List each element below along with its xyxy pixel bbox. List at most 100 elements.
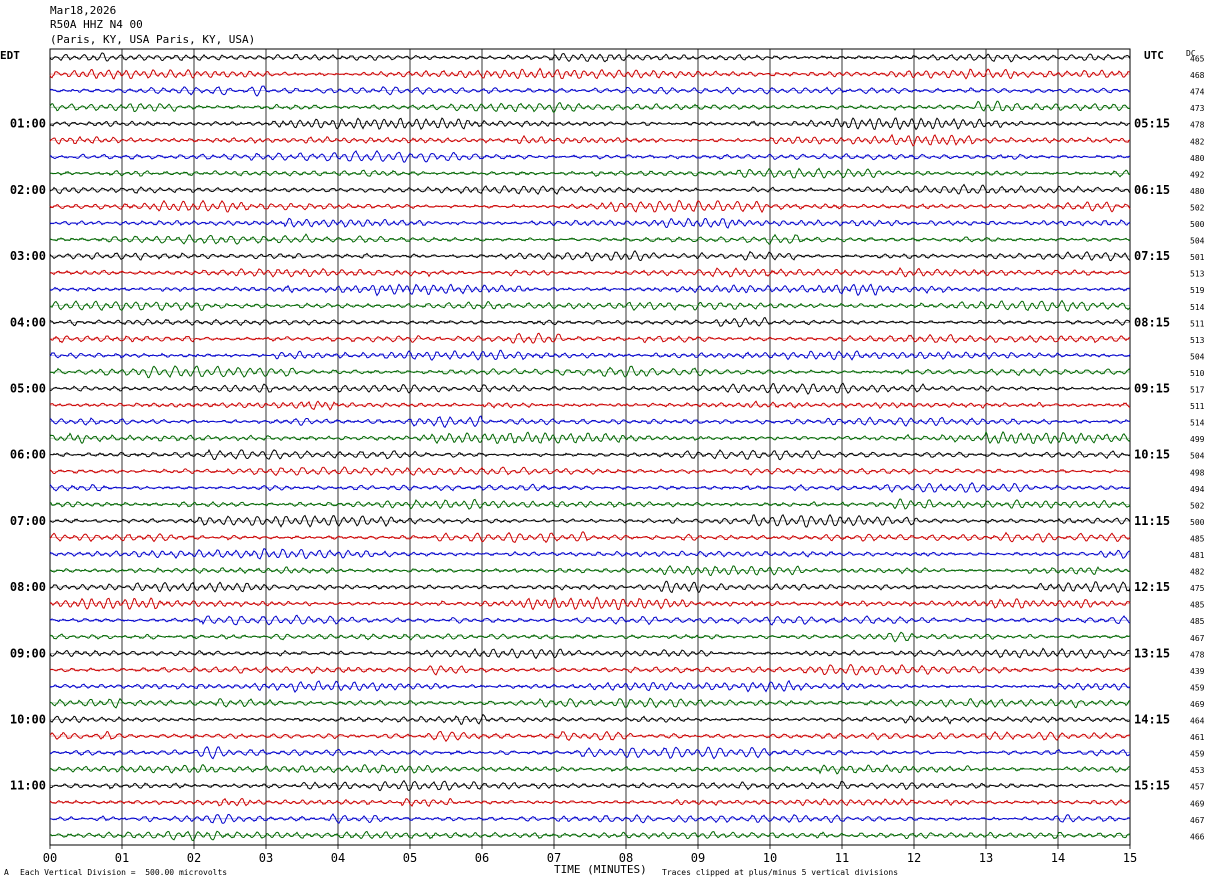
seismic-trace (49, 52, 1131, 63)
seismic-trace (49, 813, 1131, 824)
dc-offset-label: 511 (1190, 402, 1205, 411)
dc-offset-label: 457 (1190, 783, 1205, 792)
seismic-trace (49, 217, 1131, 229)
seismic-trace (49, 299, 1131, 313)
dc-offset-label: 519 (1190, 286, 1205, 295)
dc-offset-labels: 465 468 474 473 478 482 480 492 480 502 500 504 501 5… (1190, 55, 1205, 842)
dc-offset-label: 461 (1190, 733, 1205, 742)
dc-offset-label: 504 (1190, 452, 1205, 461)
dc-offset-label: 517 (1190, 386, 1205, 395)
seismic-trace (49, 415, 1131, 428)
location-label: (Paris, KY, USA Paris, KY, USA) (50, 33, 256, 46)
dc-offset-label: 459 (1190, 683, 1205, 692)
dc-offset-label: 469 (1190, 700, 1205, 709)
dc-offset-label: 504 (1190, 352, 1205, 361)
seismic-trace (49, 631, 1131, 643)
dc-offset-label: 492 (1190, 170, 1205, 179)
seismic-trace (49, 316, 1131, 328)
seismic-trace (49, 85, 1131, 97)
dc-offset-label: 494 (1190, 485, 1205, 494)
seismic-trace (49, 400, 1131, 411)
dc-offset-label: 481 (1190, 551, 1205, 560)
dc-offset-label: 469 (1190, 799, 1205, 808)
right-hour-label: 15:15 (1134, 779, 1170, 793)
x-tick-label: 04 (331, 851, 345, 865)
dc-offset-label: 473 (1190, 104, 1205, 113)
seismic-trace (49, 117, 1131, 131)
right-hour-label: 05:15 (1134, 117, 1170, 131)
right-hour-label: 11:15 (1134, 514, 1170, 528)
dc-offset-label: 466 (1190, 832, 1205, 841)
seismic-trace (49, 233, 1131, 245)
right-hour-labels: 05:15 06:15 07:15 08:15 09:15 10:15 11:15 12:15… (1134, 117, 1170, 793)
left-hour-label: 07:00 (10, 514, 46, 528)
x-tick-label: 15 (1123, 851, 1137, 865)
seismic-trace (49, 498, 1131, 510)
dc-offset-label: 468 (1190, 71, 1205, 80)
seismic-trace (49, 596, 1131, 611)
dc-offset-label: 500 (1190, 518, 1205, 527)
right-hour-label: 14:15 (1134, 713, 1170, 727)
x-tick-label: 07 (547, 851, 561, 865)
left-hour-labels: 01:00 02:00 03:00 04:00 05:00 06:00 07:00 08:00… (10, 117, 46, 793)
seismic-trace (49, 448, 1131, 461)
dc-offset-label: 485 (1190, 617, 1205, 626)
dc-offset-label: 482 (1190, 137, 1205, 146)
grid-lines (49, 48, 1131, 849)
seismic-trace (49, 382, 1131, 395)
left-timezone-label: EDT (0, 49, 20, 62)
seismic-trace (49, 580, 1131, 594)
dc-offset-label: 511 (1190, 319, 1205, 328)
dc-offset-label: 514 (1190, 303, 1205, 312)
seismic-trace (49, 830, 1131, 842)
left-hour-label: 01:00 (10, 117, 46, 131)
dc-offset-label: 485 (1190, 601, 1205, 610)
seismic-trace (49, 167, 1131, 179)
seismic-trace (49, 514, 1131, 528)
seismic-trace (49, 548, 1131, 560)
corner-mark: A (4, 868, 9, 877)
left-hour-label: 08:00 (10, 580, 46, 594)
seismic-trace (49, 730, 1131, 743)
x-tick-label: 09 (691, 851, 705, 865)
x-tick-label: 10 (763, 851, 777, 865)
dc-offset-label: 453 (1190, 766, 1205, 775)
left-hour-label: 10:00 (10, 713, 46, 727)
right-hour-label: 12:15 (1134, 580, 1170, 594)
right-hour-label: 07:15 (1134, 249, 1170, 263)
dc-offset-label: 475 (1190, 584, 1205, 593)
seismic-trace (49, 67, 1131, 80)
seismic-trace (49, 332, 1131, 344)
dc-offset-label: 467 (1190, 816, 1205, 825)
seismic-trace (49, 283, 1131, 297)
dc-offset-label: 465 (1190, 55, 1205, 64)
right-hour-label: 08:15 (1134, 315, 1170, 329)
x-tick-label: 06 (475, 851, 489, 865)
left-hour-label: 09:00 (10, 646, 46, 660)
right-hour-label: 09:15 (1134, 382, 1170, 396)
left-hour-label: 03:00 (10, 249, 46, 263)
scale-note: Each Vertical Division = 500.00 microvol… (20, 868, 228, 877)
seismic-trace (49, 250, 1131, 262)
seismic-trace (49, 365, 1131, 379)
seismic-trace (49, 199, 1131, 214)
seismic-trace (49, 697, 1131, 709)
dc-offset-label: 464 (1190, 717, 1205, 726)
right-timezone-label: UTC (1144, 49, 1164, 62)
dc-offset-label: 502 (1190, 203, 1205, 212)
seismic-trace (49, 183, 1131, 196)
right-hour-label: 13:15 (1134, 646, 1170, 660)
seismic-trace (49, 482, 1131, 493)
seismic-trace (49, 713, 1131, 726)
right-hour-label: 06:15 (1134, 183, 1170, 197)
x-tick-label: 11 (835, 851, 849, 865)
dc-label: DC (1186, 49, 1196, 58)
dc-offset-label: 459 (1190, 750, 1205, 759)
dc-offset-label: 499 (1190, 435, 1205, 444)
x-tick-label: 08 (619, 851, 633, 865)
date-label: Mar18,2026 (50, 4, 117, 17)
dc-offset-label: 478 (1190, 121, 1205, 130)
x-tick-label: 13 (979, 851, 993, 865)
seismic-trace (49, 797, 1131, 807)
seismic-trace (49, 466, 1131, 477)
